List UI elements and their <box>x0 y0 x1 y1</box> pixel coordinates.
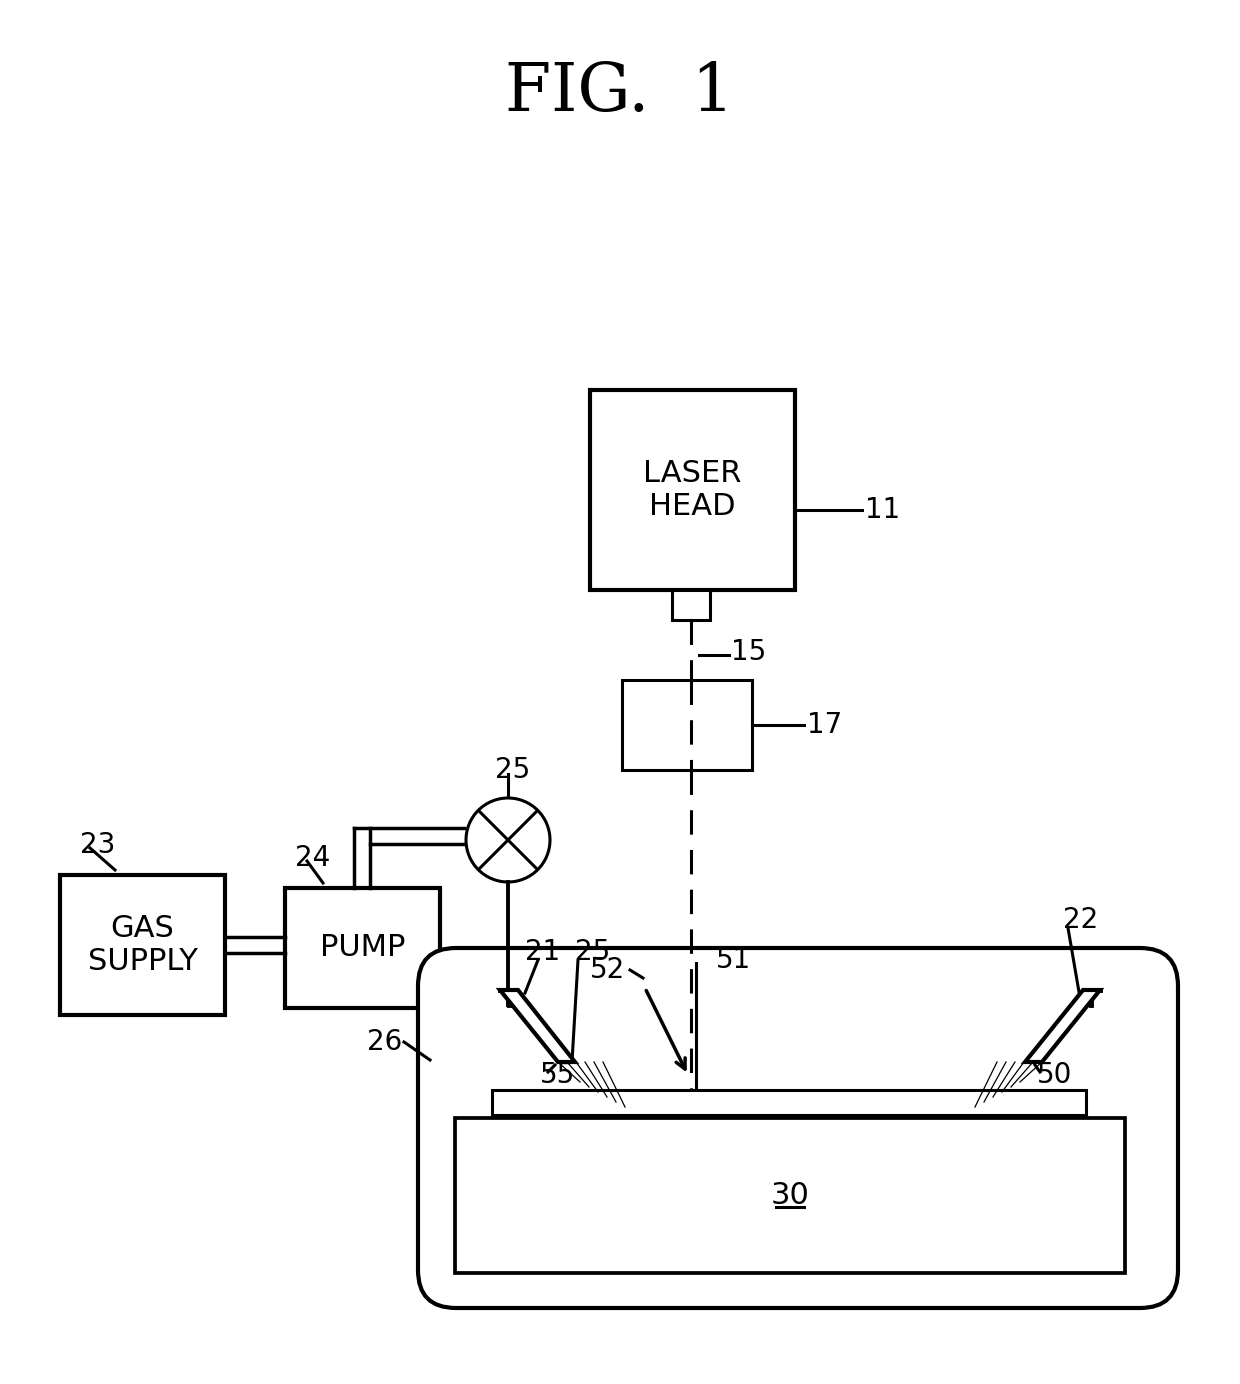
Text: 25: 25 <box>495 756 531 783</box>
Text: 11: 11 <box>866 495 900 525</box>
Polygon shape <box>1025 990 1100 1062</box>
Text: 22: 22 <box>1063 907 1099 934</box>
Circle shape <box>466 799 551 882</box>
Text: 17: 17 <box>807 711 842 739</box>
Text: PUMP: PUMP <box>320 933 405 962</box>
FancyBboxPatch shape <box>60 875 224 1014</box>
Text: 15: 15 <box>732 638 766 666</box>
Text: 51: 51 <box>715 947 751 974</box>
FancyBboxPatch shape <box>672 590 711 620</box>
Text: 30: 30 <box>770 1181 810 1210</box>
Text: 25: 25 <box>575 938 610 966</box>
Text: GAS
SUPPLY: GAS SUPPLY <box>88 913 197 976</box>
Text: 23: 23 <box>81 830 115 859</box>
FancyBboxPatch shape <box>492 1091 1086 1116</box>
FancyBboxPatch shape <box>418 948 1178 1308</box>
Text: FIG.  1: FIG. 1 <box>506 60 734 126</box>
FancyBboxPatch shape <box>285 889 440 1008</box>
Text: LASER
HEAD: LASER HEAD <box>644 458 742 522</box>
FancyBboxPatch shape <box>622 680 751 770</box>
Text: 21: 21 <box>525 938 560 966</box>
FancyBboxPatch shape <box>455 1118 1125 1273</box>
Text: 52: 52 <box>590 956 625 984</box>
Text: 50: 50 <box>1037 1062 1073 1089</box>
FancyBboxPatch shape <box>590 390 795 590</box>
Text: 24: 24 <box>295 844 330 872</box>
Polygon shape <box>500 990 575 1062</box>
Text: 55: 55 <box>539 1062 575 1089</box>
Text: 26: 26 <box>367 1028 402 1056</box>
